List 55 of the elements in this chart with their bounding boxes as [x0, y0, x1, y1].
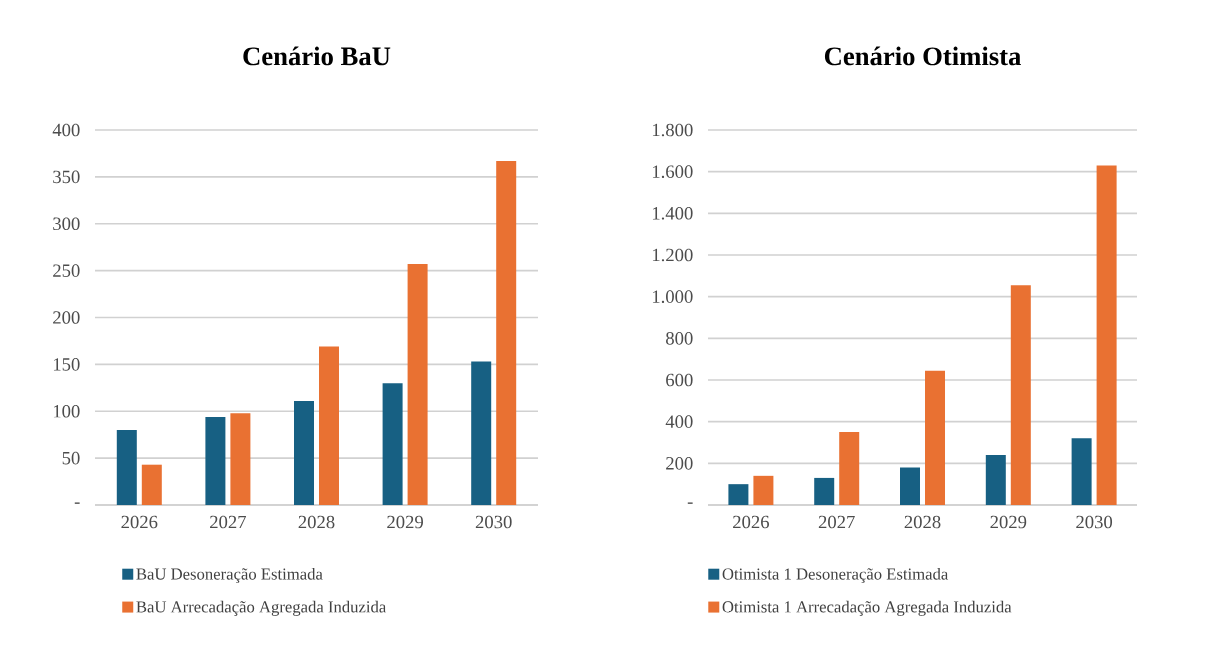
y-tick-label: 1.600 — [652, 165, 693, 179]
y-tick-label: 100 — [53, 404, 80, 418]
y-tick-label: - — [74, 502, 80, 504]
y-tick-label: - — [687, 502, 693, 504]
chart-title: Cenário BaU — [243, 46, 391, 66]
y-tick-label: 1.000 — [652, 290, 693, 304]
x-tick-label: 2027 — [818, 515, 855, 529]
bar — [1071, 438, 1092, 505]
chart-title: Cenário Otimista — [824, 46, 1021, 66]
bar — [382, 383, 403, 505]
x-tick-label: 2028 — [904, 515, 941, 529]
y-tick-label: 150 — [53, 358, 80, 371]
bar — [294, 400, 314, 505]
bar — [900, 467, 921, 505]
x-tick-label: 2030 — [475, 515, 512, 529]
bar — [471, 361, 492, 505]
legend-label: Otimista 1 Arrecadação Agregada Induzida — [722, 600, 1012, 616]
y-tick-label: 400 — [52, 123, 80, 137]
bar — [141, 464, 162, 505]
bar — [839, 432, 860, 505]
bar — [116, 430, 137, 505]
x-tick-label: 2028 — [298, 515, 335, 529]
y-tick-label: 250 — [53, 264, 80, 277]
y-tick-label: 200 — [666, 457, 693, 470]
bar — [496, 160, 517, 505]
y-tick-label: 300 — [53, 217, 80, 231]
y-tick-label: 400 — [665, 415, 693, 428]
y-tick-label: 1.400 — [652, 206, 693, 220]
x-tick-label: 2026 — [121, 515, 158, 529]
y-tick-label: 50 — [62, 451, 80, 465]
x-tick-label: 2026 — [733, 515, 770, 529]
bar — [1010, 285, 1031, 505]
bar — [205, 416, 226, 505]
legend-label: BaU Desoneração Estimada — [136, 567, 323, 584]
x-tick-label: 2029 — [990, 515, 1027, 529]
bar — [925, 370, 946, 505]
y-tick-label: 1.800 — [652, 123, 693, 137]
bar — [407, 264, 428, 505]
bar — [728, 484, 749, 505]
legend-label: Otimista 1 Desoneração Estimada — [722, 567, 949, 584]
bar — [985, 455, 1006, 505]
bar — [319, 346, 339, 505]
y-tick-label: 350 — [53, 170, 80, 184]
legend-label: BaU Arrecadação Agregada Induzida — [136, 600, 387, 616]
y-tick-label: 1.200 — [652, 248, 693, 262]
y-tick-label: 800 — [666, 332, 693, 345]
bar — [753, 475, 774, 505]
bar — [230, 413, 251, 505]
y-tick-label: 600 — [666, 373, 693, 387]
y-tick-label: 200 — [53, 311, 80, 324]
bar — [1096, 165, 1117, 505]
x-tick-label: 2029 — [387, 515, 423, 529]
x-tick-label: 2030 — [1076, 515, 1113, 529]
bar — [814, 477, 835, 505]
x-tick-label: 2027 — [210, 515, 247, 529]
